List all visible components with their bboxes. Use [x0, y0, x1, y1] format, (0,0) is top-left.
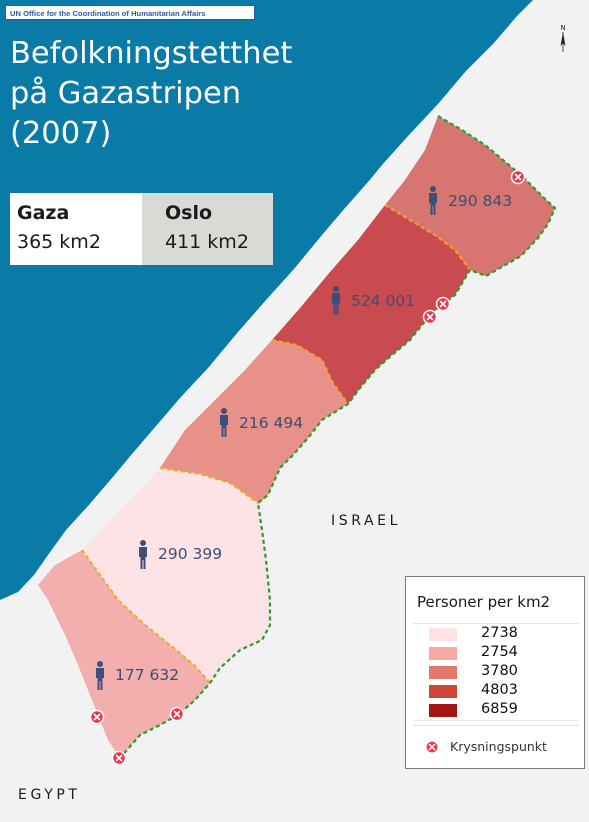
legend-title: Personer per km2 — [417, 593, 551, 611]
population-label-gaza-city: 524 001 — [351, 292, 416, 310]
legend-swatch — [429, 647, 457, 660]
area-oslo: Oslo 411 km2 — [142, 193, 273, 265]
person-icon — [429, 186, 437, 215]
legend-value: 4803 — [481, 682, 518, 698]
person-icon — [220, 408, 228, 437]
legend-item: 3780 — [419, 663, 579, 680]
area-name: Oslo — [165, 202, 213, 224]
legend-item: 2754 — [419, 644, 579, 661]
source-label: UN Office for the Coordination of Humani… — [5, 5, 255, 20]
area-name: Gaza — [17, 202, 70, 224]
region-khan-younis — [82, 468, 270, 683]
svg-text:N: N — [560, 24, 565, 32]
legend-value: 3780 — [481, 663, 518, 679]
title-line: på Gazastripen — [10, 76, 242, 111]
crossing-points — [89, 169, 526, 766]
legend-swatch — [429, 685, 457, 698]
outer-border — [119, 115, 557, 759]
region-middle-area — [160, 340, 348, 503]
area-comparison-panel: Gaza 365 km2 Oslo 411 km2 — [10, 193, 273, 265]
crossing-icon — [111, 750, 127, 766]
title-line: Befolkningstetthet — [10, 36, 293, 71]
title-line: (2007) — [10, 116, 112, 151]
person-icon — [139, 540, 147, 569]
region-rafah — [38, 550, 210, 758]
north-arrow-icon: N — [560, 24, 566, 52]
crossing-icon — [89, 709, 105, 725]
population-label-north-gaza: 290 843 — [448, 192, 513, 210]
legend-value: 2738 — [481, 625, 518, 641]
person-icons — [96, 186, 437, 690]
country-label-israel: ISRAEL — [331, 513, 401, 529]
legend-value: 2754 — [481, 644, 518, 660]
legend-swatch — [429, 628, 457, 641]
legend-crossing: Krysningspunkt — [413, 725, 579, 762]
crossing-icon — [169, 706, 185, 722]
population-label-middle-area: 216 494 — [239, 414, 304, 432]
legend-value: 6859 — [481, 701, 518, 717]
population-label-rafah: 177 632 — [115, 666, 180, 684]
internal-borders — [81, 204, 471, 684]
legend-items: 2738 2754 3780 4803 6859 — [413, 623, 579, 721]
crossing-icon — [425, 740, 439, 754]
region-north-gaza — [385, 116, 555, 276]
area-gaza: Gaza 365 km2 — [10, 193, 142, 265]
legend-crossing-label: Krysningspunkt — [450, 739, 547, 754]
map-title: Befolkningstetthet på Gazastripen (2007) — [10, 34, 360, 154]
legend-item: 2738 — [419, 625, 579, 642]
crossing-icon — [510, 169, 526, 185]
legend-swatch — [429, 704, 457, 717]
country-label-egypt: EGYPT — [18, 787, 81, 803]
population-label-khan-younis: 290 399 — [158, 545, 223, 563]
region-gaza-city — [272, 205, 470, 404]
legend-item: 6859 — [419, 701, 579, 718]
legend: Personer per km2 2738 2754 3780 4803 685… — [405, 576, 585, 769]
crossing-icon — [435, 296, 451, 312]
crossing-icon — [422, 309, 438, 325]
legend-swatch — [429, 666, 457, 679]
legend-item: 4803 — [419, 682, 579, 699]
sea — [0, 0, 533, 600]
person-icon — [332, 286, 340, 315]
area-size: 365 km2 — [17, 231, 101, 253]
area-size: 411 km2 — [165, 231, 249, 253]
person-icon — [96, 661, 104, 690]
